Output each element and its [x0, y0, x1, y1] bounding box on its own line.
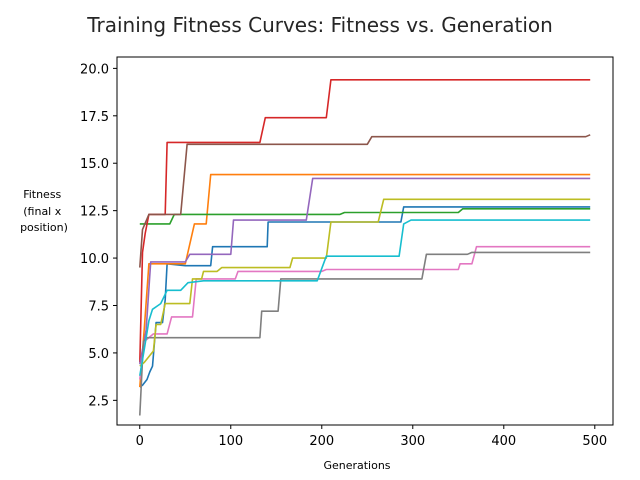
y-tick-label: 10.0 [80, 252, 109, 267]
y-axis-label-line-1: Fitness [23, 188, 61, 201]
x-tick-label: 400 [491, 434, 516, 449]
series-line-5 [139, 177, 591, 365]
y-axis-label-line-3: position) [20, 221, 68, 234]
y-tick-label: 12.5 [80, 205, 109, 220]
y-tick-label: 5.0 [88, 347, 109, 362]
x-ticks: 0 100 200 300 400 500 [136, 425, 607, 449]
y-tick-label: 15.0 [80, 157, 109, 172]
x-axis-label: Generations [323, 459, 390, 472]
series-line-7 [139, 245, 591, 380]
series-line-2 [139, 173, 591, 388]
series-line-9 [139, 198, 591, 367]
x-tick-label: 500 [582, 434, 607, 449]
series-line-4 [139, 79, 591, 363]
series-line-6 [139, 134, 591, 268]
x-tick-label: 300 [400, 434, 425, 449]
series-layer [139, 79, 591, 416]
x-tick-label: 200 [309, 434, 334, 449]
x-tick-label: 0 [136, 434, 144, 449]
y-axis-label: Fitness (final x position) [20, 188, 68, 234]
y-tick-label: 20.0 [80, 62, 109, 77]
plot-frame [116, 56, 614, 426]
series-line-3 [139, 208, 591, 225]
y-ticks: 2.5 5.0 7.5 10.0 12.5 15.0 17.5 20.0 [80, 62, 117, 409]
series-line-10 [139, 219, 591, 376]
x-tick-label: 100 [218, 434, 243, 449]
series-line-1 [139, 206, 591, 388]
y-tick-label: 2.5 [88, 394, 109, 409]
y-tick-label: 7.5 [88, 299, 109, 314]
y-axis-label-line-2: (final x [23, 205, 61, 218]
y-tick-label: 17.5 [80, 110, 109, 125]
chart-title: Training Fitness Curves: Fitness vs. Gen… [86, 13, 553, 37]
